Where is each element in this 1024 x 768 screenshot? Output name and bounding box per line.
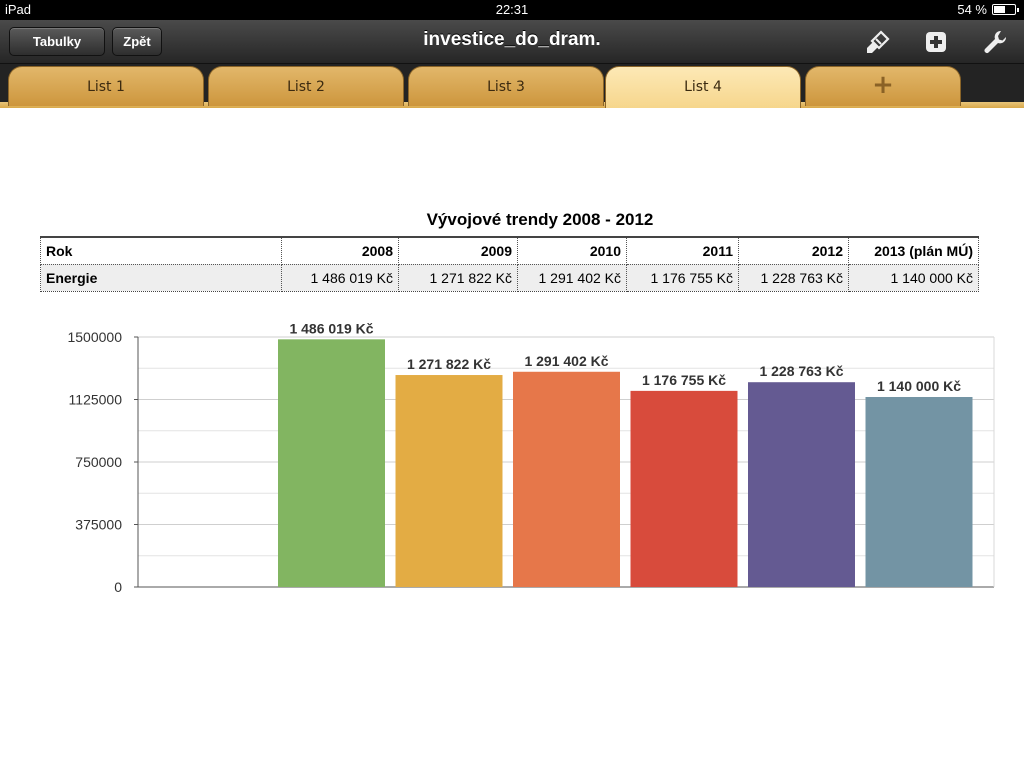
document-title: investice_do_dram.	[423, 29, 601, 50]
bar-chart[interactable]: 1500000 1125000 750000 375000 0 1 486 019 Kč 1…	[0, 300, 1024, 610]
table-cell[interactable]: 1 486 019 Kč	[281, 263, 399, 292]
table-cell[interactable]: 1 228 763 Kč	[738, 263, 849, 292]
bar-data-label: 1 140 000 Kč	[877, 378, 961, 394]
battery-icon	[992, 4, 1019, 15]
paintbrush-icon[interactable]	[864, 28, 892, 56]
tables-button[interactable]: Tabulky	[9, 27, 105, 56]
table-cell[interactable]: 1 176 755 Kč	[626, 263, 739, 292]
bar-data-label: 1 271 822 Kč	[407, 356, 491, 372]
table-cell[interactable]: 1 291 402 Kč	[517, 263, 627, 292]
status-bar: iPad 22:31 54 %	[0, 0, 1024, 20]
y-tick-label: 0	[114, 579, 122, 595]
table-header-cell[interactable]: 2011	[626, 236, 739, 265]
table-header-row: Rok 2008 2009 2010 2011 2012 2013 (plán …	[40, 236, 979, 265]
back-button[interactable]: Zpět	[112, 27, 162, 56]
table-header-cell[interactable]: Rok	[40, 236, 282, 265]
table-title: Vývojové trendy 2008 - 2012	[426, 210, 654, 229]
y-tick-label: 375000	[75, 517, 122, 533]
tab-list-4[interactable]: List 4	[605, 66, 801, 108]
table-header-cell[interactable]: 2008	[281, 236, 399, 265]
table-header-cell[interactable]: 2012	[738, 236, 849, 265]
bar-data-label: 1 176 755 Kč	[642, 372, 726, 388]
bar-data-label: 1 291 402 Kč	[524, 353, 608, 369]
battery-fill	[994, 6, 1005, 13]
table-header-cell[interactable]: 2013 (plán MÚ)	[848, 236, 979, 265]
table-cell[interactable]: 1 140 000 Kč	[848, 263, 979, 292]
bar-data-label: 1 486 019 Kč	[289, 320, 373, 336]
wrench-icon[interactable]	[981, 28, 1009, 56]
bar	[630, 390, 738, 587]
y-tick-label: 750000	[75, 454, 122, 470]
device-name: iPad	[5, 2, 32, 17]
add-sheet-tab[interactable]: +	[805, 66, 961, 106]
battery-status: 54 %	[957, 2, 1019, 17]
add-sheet-icon: +	[872, 70, 894, 100]
bar-data-label: 1 228 763 Kč	[759, 363, 843, 379]
tab-list-2[interactable]: List 2	[208, 66, 404, 106]
y-tick-label: 1500000	[67, 329, 122, 345]
battery-percent: 54 %	[957, 2, 987, 17]
sheet-tab-bar: List 1 List 2 List 3 List 4 +	[0, 64, 1024, 108]
status-time: 22:31	[495, 2, 529, 17]
bar	[395, 375, 503, 587]
toolbar: Tabulky Zpět investice_do_dram.	[0, 20, 1024, 64]
data-table[interactable]: Rok 2008 2009 2010 2011 2012 2013 (plán …	[40, 236, 979, 292]
table-cell[interactable]: 1 271 822 Kč	[398, 263, 518, 292]
table-header-cell[interactable]: 2010	[517, 236, 627, 265]
table-cell[interactable]: Energie	[40, 263, 282, 292]
bar	[278, 339, 385, 587]
bar	[865, 397, 973, 587]
table-row: Energie 1 486 019 Kč 1 271 822 Kč 1 291 …	[40, 263, 979, 292]
bar	[513, 371, 620, 587]
tab-list-3[interactable]: List 3	[408, 66, 604, 106]
table-header-cell[interactable]: 2009	[398, 236, 518, 265]
y-tick-label: 1125000	[69, 392, 123, 408]
tab-list-1[interactable]: List 1	[8, 66, 204, 106]
bar	[748, 382, 855, 587]
add-icon[interactable]	[922, 28, 950, 56]
